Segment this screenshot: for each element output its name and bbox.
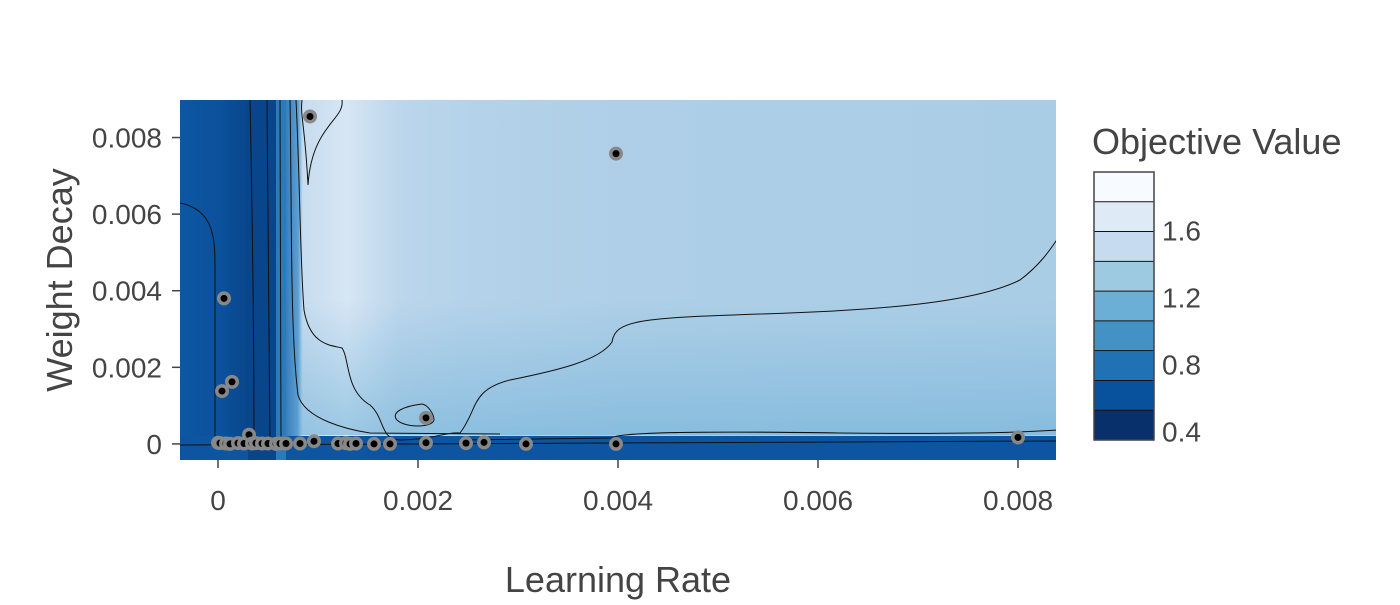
- x-axis: 0 0.002 0.004 0.006 0.008: [210, 460, 1053, 516]
- trial-point-dot: [220, 294, 228, 302]
- colorbar-band: [1094, 380, 1154, 411]
- trial-point: [215, 384, 229, 399]
- trial-point-dot: [228, 378, 236, 386]
- y-tick-label: 0.008: [92, 123, 162, 154]
- colorbar-band: [1094, 261, 1154, 292]
- trial-point-dot: [370, 440, 378, 448]
- x-tick-label: 0.008: [983, 485, 1053, 516]
- contour-line-v2: [266, 100, 271, 446]
- colorbar-band: [1094, 320, 1154, 352]
- colorbar-band: [1094, 172, 1154, 203]
- colorbar-band: [1094, 410, 1154, 441]
- colorbar-band: [1094, 291, 1154, 322]
- trial-point: [383, 436, 397, 451]
- contour-lines: [180, 100, 1056, 446]
- y-tick-label: 0: [146, 429, 162, 460]
- contour-line-blob: [289, 100, 501, 435]
- trial-point-dot: [522, 440, 530, 448]
- trial-points: [211, 109, 1025, 451]
- trial-point-dot: [218, 387, 226, 395]
- x-axis-title: Learning Rate: [505, 559, 731, 600]
- colorbar-tick-label: 0.8: [1162, 350, 1201, 381]
- trial-point-dot: [1014, 433, 1022, 441]
- trial-point: [349, 436, 363, 451]
- colorbar-bands: [1094, 172, 1154, 441]
- contour-line-bottom: [459, 429, 1056, 441]
- y-tick-label: 0.006: [92, 199, 162, 230]
- trial-point-dot: [612, 440, 620, 448]
- colorbar-tick-label: 0.4: [1162, 417, 1201, 448]
- trial-point: [1011, 430, 1025, 445]
- colorbar-band: [1094, 350, 1154, 381]
- trial-point-dot: [306, 112, 314, 120]
- trial-point-dot: [422, 439, 430, 447]
- trial-point: [367, 436, 381, 451]
- trial-point-dot: [310, 437, 318, 445]
- colorbar-band: [1094, 231, 1154, 262]
- x-tick-label: 0.004: [583, 485, 653, 516]
- colorbar: Objective Value 0.4 0.8 1.2 1.6: [1092, 121, 1341, 448]
- trial-point-dot: [422, 414, 430, 422]
- trial-point: [477, 435, 491, 450]
- trial-point: [419, 410, 433, 425]
- contour-line-island-top: [301, 100, 343, 186]
- colorbar-tick-label: 1.2: [1162, 283, 1201, 314]
- heatmap-left-strip: [248, 100, 276, 460]
- trial-point: [609, 436, 623, 451]
- trial-point: [303, 109, 317, 124]
- contour-line-v3: [279, 100, 282, 446]
- x-tick-label: 0: [210, 485, 226, 516]
- colorbar-tick-label: 1.6: [1162, 216, 1201, 247]
- trial-point: [217, 291, 231, 306]
- trial-point: [307, 434, 321, 449]
- trial-point-dot: [245, 431, 253, 439]
- trial-point: [459, 436, 473, 451]
- trial-point: [609, 146, 623, 161]
- colorbar-band: [1094, 201, 1154, 233]
- trial-point-dot: [386, 440, 394, 448]
- trial-point: [293, 436, 307, 451]
- y-axis-title: Weight Decay: [39, 168, 80, 391]
- trial-point: [519, 436, 533, 451]
- colorbar-frame: [1093, 171, 1155, 441]
- trial-point: [279, 436, 293, 451]
- contour-line-left-curve: [180, 202, 216, 440]
- y-tick-label: 0.004: [92, 276, 162, 307]
- trial-point-dot: [480, 438, 488, 446]
- y-tick-label: 0.002: [92, 352, 162, 383]
- trial-point: [225, 374, 239, 389]
- x-tick-label: 0.006: [783, 485, 853, 516]
- colorbar-ticks: 0.4 0.8 1.2 1.6: [1162, 216, 1201, 448]
- plot-area: [180, 100, 1056, 460]
- trial-point-dot: [612, 150, 620, 158]
- y-axis: 0 0.002 0.004 0.006 0.008: [92, 123, 180, 460]
- contour-line-v1: [249, 100, 255, 446]
- trial-point-dot: [352, 440, 360, 448]
- trial-point-dot: [296, 440, 304, 448]
- trial-point: [419, 435, 433, 450]
- trial-point-dot: [462, 439, 470, 447]
- contour-line-main: [295, 100, 1056, 441]
- heatmap-lower-band: [298, 300, 1056, 435]
- contour-line-loop: [394, 403, 435, 427]
- colorbar-title: Objective Value: [1092, 121, 1341, 162]
- trial-point-dot: [282, 440, 290, 448]
- x-tick-label: 0.002: [383, 485, 453, 516]
